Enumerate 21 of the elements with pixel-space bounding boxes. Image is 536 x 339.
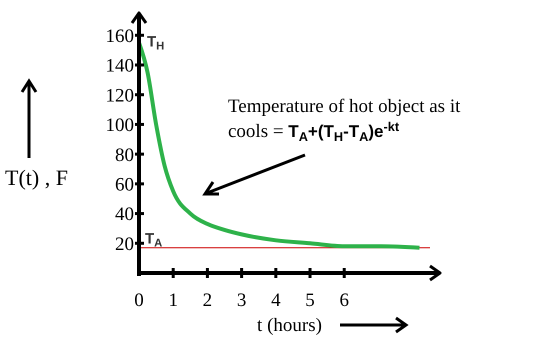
x-tick-label: 0 <box>134 290 144 311</box>
text: cools = T$_{A}$+(T$_{H}$-T$_{A}$)e$^{-kt}$ <box>228 119 400 144</box>
y-tick-label: 100 <box>106 115 134 136</box>
annotation: T$_{H}$ <box>147 34 164 54</box>
y-tick-label: 80 <box>115 144 134 166</box>
y-tick-label: 140 <box>106 56 134 77</box>
x-tick-label: 4 <box>271 290 282 311</box>
y-axis-title: T(t) , F <box>5 165 68 190</box>
y-tick-label: 160 <box>106 26 134 47</box>
ref-line-label: T$_{A}$ <box>145 230 162 250</box>
x-tick-label: 6 <box>339 290 349 311</box>
y-tick-label: 120 <box>106 85 134 106</box>
annotation: Temperature of hot object as it <box>228 96 462 117</box>
x-tick-label: 5 <box>305 290 315 311</box>
y-tick-label: 60 <box>115 174 134 196</box>
x-tick-label: 3 <box>236 290 246 311</box>
y-tick-label: 40 <box>115 204 134 226</box>
y-tick-label: 20 <box>115 234 134 255</box>
x-tick-label: 2 <box>202 290 212 311</box>
x-tick-label: 1 <box>168 290 178 311</box>
x-axis-title: t (hours) <box>257 315 322 336</box>
